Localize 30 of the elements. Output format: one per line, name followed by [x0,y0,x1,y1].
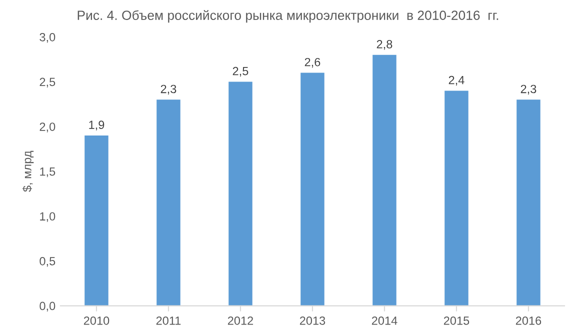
x-tick-label: 2010 [84,316,110,325]
x-tick-label: 2011 [156,316,181,325]
data-label: 2,8 [376,40,392,50]
data-label: 2,4 [448,76,464,86]
y-axis-title: $, млрд [22,150,34,192]
bar [300,72,324,306]
bar [372,54,396,306]
x-tick-label: 2012 [228,316,254,325]
y-tick-label: 0,0 [40,302,56,312]
y-tick-label: 2,5 [40,78,56,88]
data-label: 2,5 [232,66,248,77]
bar [156,100,180,306]
data-label: 2,3 [520,84,536,95]
x-tick-label: 2014 [372,316,398,325]
bar [228,82,252,306]
y-tick-label: 2,0 [40,122,56,132]
y-tick-label: 3,0 [40,32,56,43]
x-tick-label: 2015 [444,316,470,325]
bar [84,136,108,306]
x-tick-label: 2013 [300,316,326,325]
bar [516,100,540,306]
data-label: 2,3 [160,84,176,95]
y-tick-label: 1,0 [40,212,56,222]
x-tick-label: 2016 [516,316,542,325]
y-tick-label: 1,5 [40,168,56,178]
bar [444,90,468,306]
data-label: 1,9 [89,120,104,130]
data-label: 2,6 [304,58,320,68]
y-tick-label: 0,5 [40,256,56,267]
chart-title: Рис. 4. Объем российского рынка микроэлектроники в 2010-2016 гг. [78,10,498,23]
